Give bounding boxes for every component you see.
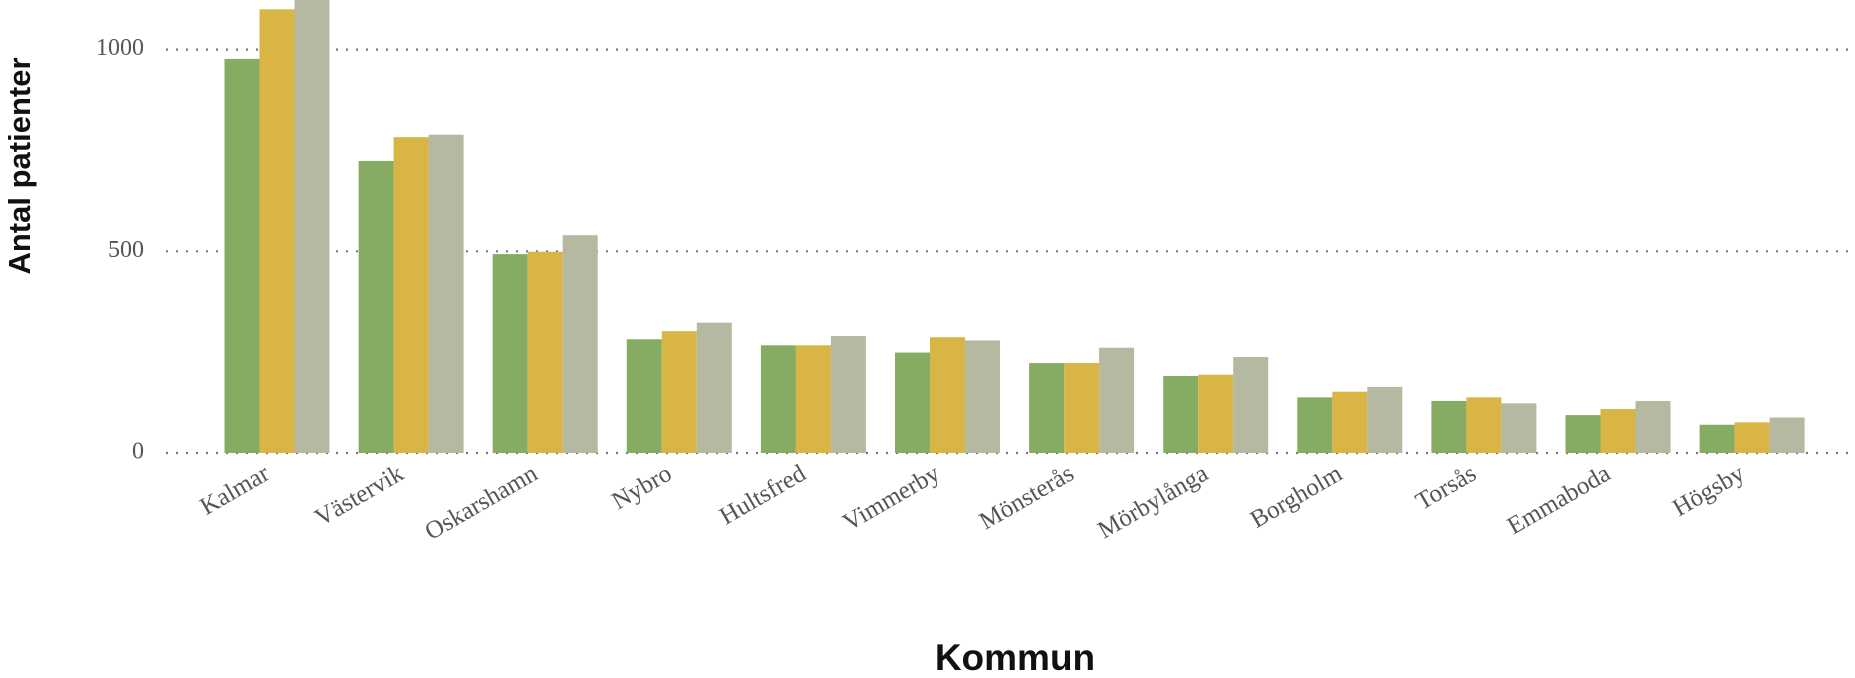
bar <box>224 58 260 453</box>
bar <box>1501 403 1537 453</box>
bars <box>224 0 1805 453</box>
x-tick-label: Oskarshamn <box>420 460 542 546</box>
bar <box>1635 400 1671 453</box>
bar <box>1233 356 1269 453</box>
x-tick-label: Torsås <box>1411 460 1481 516</box>
bar <box>393 137 429 453</box>
bar <box>760 345 796 453</box>
x-tick-label: Västervik <box>310 460 408 532</box>
bar <box>527 251 563 453</box>
bar <box>1332 391 1368 453</box>
bar <box>1565 415 1601 453</box>
y-tick-label: 1000 <box>96 35 144 61</box>
bar <box>930 337 965 453</box>
bar <box>1297 397 1333 453</box>
x-tick-label: Mörbylånga <box>1093 460 1212 544</box>
x-tick-label: Borgholm <box>1246 460 1347 534</box>
bar <box>1029 363 1065 453</box>
x-tick-label: Högsby <box>1668 460 1749 523</box>
bar <box>1466 397 1502 453</box>
x-tick-label: Emmaboda <box>1503 460 1615 540</box>
bar <box>661 331 697 453</box>
y-tick-label: 0 <box>132 439 144 465</box>
bar <box>1699 424 1735 453</box>
bar <box>259 9 295 453</box>
bar <box>1198 374 1234 453</box>
bar <box>1367 386 1403 453</box>
bar <box>1163 375 1199 453</box>
bar <box>1600 409 1636 453</box>
bar <box>1431 400 1467 453</box>
x-tick-label: Vimmerby <box>838 460 944 537</box>
bar <box>1099 347 1135 453</box>
bar <box>830 336 866 453</box>
bar <box>1064 363 1100 453</box>
bar <box>492 254 528 453</box>
bar <box>795 345 831 453</box>
x-tick-label: Mönsterås <box>975 460 1079 535</box>
bar <box>626 339 662 453</box>
y-axis-title: Antal patienter <box>2 57 37 274</box>
bar <box>358 160 394 453</box>
bar <box>428 134 464 453</box>
bar <box>696 322 732 453</box>
x-tick-label: Nybro <box>607 460 676 515</box>
bar <box>965 340 1000 453</box>
x-tick-label: Hultsfred <box>715 460 811 531</box>
bar <box>895 352 930 453</box>
y-tick-label: 500 <box>108 237 144 263</box>
x-axis-title: Kommun <box>935 637 1095 678</box>
x-tick-label: Kalmar <box>196 459 275 520</box>
bar <box>562 235 598 453</box>
bar <box>1769 417 1805 453</box>
bar <box>294 0 330 453</box>
bar <box>1734 422 1770 453</box>
